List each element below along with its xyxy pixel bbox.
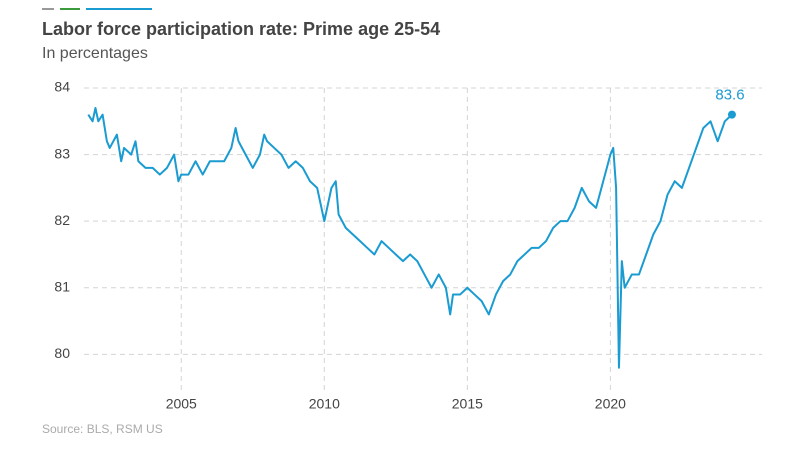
source: Source: BLS, RSM US xyxy=(42,422,163,436)
y-tick-label: 83 xyxy=(54,145,70,161)
y-tick-label: 81 xyxy=(54,278,70,294)
chart-title: Labor force participation rate: Prime ag… xyxy=(42,19,440,39)
end-label: 83.6 xyxy=(715,87,744,104)
line xyxy=(87,106,733,369)
x-tick-label: 2015 xyxy=(452,396,483,412)
y-tick-label: 80 xyxy=(54,345,70,361)
end-point xyxy=(727,110,736,119)
x-tick-label: 2020 xyxy=(595,396,626,412)
chart-subtitle: In percentages xyxy=(42,45,148,62)
x-tick-label: 2010 xyxy=(309,396,340,412)
y-tick-label: 82 xyxy=(54,212,70,228)
y-tick-label: 84 xyxy=(54,79,70,95)
x-tick-label: 2005 xyxy=(166,396,197,412)
